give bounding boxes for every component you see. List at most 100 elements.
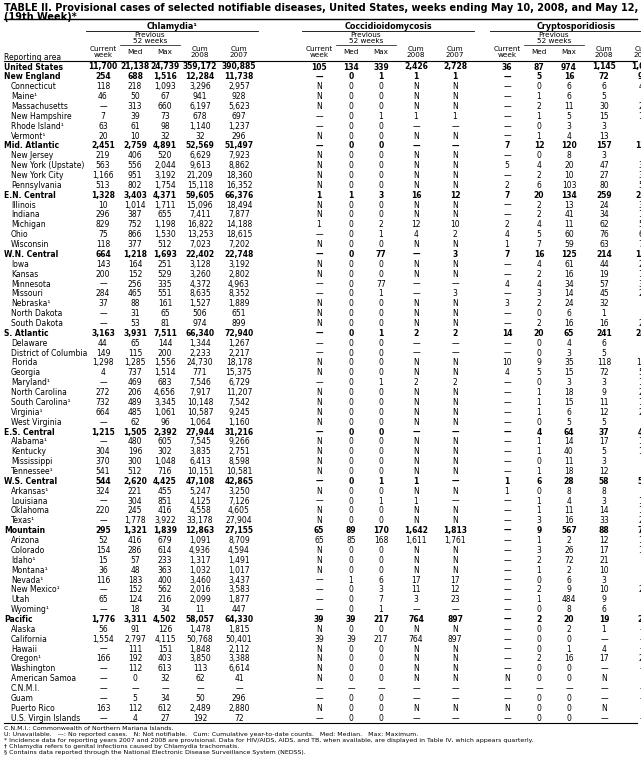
- Text: 64: 64: [563, 428, 574, 437]
- Text: 41: 41: [564, 210, 574, 220]
- Text: N: N: [452, 625, 458, 634]
- Text: N: N: [452, 457, 458, 466]
- Text: 233: 233: [158, 556, 172, 565]
- Text: N: N: [413, 309, 419, 318]
- Text: Georgia: Georgia: [11, 369, 41, 377]
- Text: 512: 512: [128, 467, 142, 476]
- Text: 0: 0: [349, 181, 353, 190]
- Text: 0: 0: [379, 122, 383, 131]
- Text: —: —: [503, 655, 511, 663]
- Text: Kentucky: Kentucky: [11, 447, 46, 456]
- Text: 4,372: 4,372: [189, 279, 211, 288]
- Text: 664: 664: [95, 250, 111, 259]
- Text: 0: 0: [349, 299, 353, 308]
- Text: N: N: [316, 388, 322, 397]
- Text: 2: 2: [537, 269, 542, 279]
- Text: 6,614: 6,614: [228, 665, 250, 673]
- Text: 3: 3: [601, 378, 606, 387]
- Text: —: —: [99, 378, 107, 387]
- Text: 16: 16: [534, 250, 544, 259]
- Text: 6,729: 6,729: [228, 378, 250, 387]
- Text: 3: 3: [453, 289, 458, 298]
- Text: 33: 33: [599, 516, 609, 525]
- Text: 8: 8: [567, 605, 571, 614]
- Text: N: N: [413, 625, 419, 634]
- Text: Virginia¹: Virginia¹: [11, 408, 44, 417]
- Text: 8: 8: [567, 151, 571, 160]
- Text: —: —: [412, 279, 420, 288]
- Text: —: —: [565, 684, 573, 693]
- Text: N: N: [316, 132, 322, 141]
- Text: Cum: Cum: [635, 46, 641, 52]
- Text: Alaska: Alaska: [11, 625, 37, 634]
- Text: —: —: [315, 714, 323, 723]
- Text: N: N: [504, 674, 510, 683]
- Text: 53: 53: [638, 220, 641, 229]
- Text: 370: 370: [96, 457, 110, 466]
- Text: 12: 12: [599, 467, 609, 476]
- Text: N: N: [413, 269, 419, 279]
- Text: N: N: [413, 388, 419, 397]
- Text: —: —: [315, 477, 323, 486]
- Text: 3: 3: [567, 378, 571, 387]
- Text: 683: 683: [158, 378, 172, 387]
- Text: 11: 11: [638, 378, 641, 387]
- Text: 1,140: 1,140: [189, 122, 211, 131]
- Text: N: N: [452, 388, 458, 397]
- Text: 152: 152: [128, 585, 142, 594]
- Text: N: N: [316, 359, 322, 367]
- Text: 0: 0: [349, 556, 353, 565]
- Text: 125: 125: [561, 250, 577, 259]
- Text: 359,172: 359,172: [183, 63, 217, 71]
- Text: —: —: [235, 684, 243, 693]
- Text: 0: 0: [349, 674, 353, 683]
- Text: —: —: [503, 575, 511, 584]
- Text: 7: 7: [537, 240, 542, 249]
- Text: N: N: [413, 359, 419, 367]
- Text: 200: 200: [96, 269, 110, 279]
- Text: 11: 11: [412, 585, 420, 594]
- Text: 34: 34: [599, 210, 609, 220]
- Text: N: N: [413, 408, 419, 417]
- Text: 13: 13: [564, 201, 574, 210]
- Text: 2: 2: [537, 585, 542, 594]
- Text: 1,813: 1,813: [443, 526, 467, 535]
- Text: 27,944: 27,944: [185, 428, 215, 437]
- Text: 0: 0: [379, 151, 383, 160]
- Text: 18: 18: [564, 388, 574, 397]
- Text: —: —: [503, 83, 511, 92]
- Text: 6: 6: [601, 83, 606, 92]
- Text: 551: 551: [158, 289, 172, 298]
- Text: —: —: [535, 684, 543, 693]
- Text: 0: 0: [379, 269, 383, 279]
- Text: 11,700: 11,700: [88, 63, 118, 71]
- Text: N: N: [316, 240, 322, 249]
- Text: 3,850: 3,850: [189, 655, 211, 663]
- Text: 1,215: 1,215: [91, 428, 115, 437]
- Text: 0: 0: [537, 487, 542, 496]
- Text: 16: 16: [564, 516, 574, 525]
- Text: Current: Current: [494, 46, 520, 52]
- Text: 1,017: 1,017: [228, 565, 250, 575]
- Text: 0: 0: [379, 418, 383, 427]
- Text: 6,197: 6,197: [189, 102, 211, 111]
- Text: 0: 0: [349, 418, 353, 427]
- Text: Mid. Atlantic: Mid. Atlantic: [4, 142, 59, 151]
- Text: 50,768: 50,768: [187, 634, 213, 643]
- Text: 0: 0: [349, 210, 353, 220]
- Text: 7,411: 7,411: [189, 210, 211, 220]
- Text: New Hampshire: New Hampshire: [11, 112, 72, 121]
- Text: 18,178: 18,178: [226, 359, 252, 367]
- Text: 241: 241: [596, 329, 612, 338]
- Text: 3: 3: [413, 595, 419, 604]
- Text: 0: 0: [567, 674, 571, 683]
- Text: Cum: Cum: [595, 46, 612, 52]
- Text: 406: 406: [128, 151, 142, 160]
- Text: N: N: [413, 210, 419, 220]
- Text: —: —: [451, 477, 459, 486]
- Text: 0: 0: [349, 487, 353, 496]
- Text: N: N: [413, 467, 419, 476]
- Text: N: N: [452, 467, 458, 476]
- Text: 335: 335: [158, 279, 172, 288]
- Text: 1,611: 1,611: [405, 536, 427, 545]
